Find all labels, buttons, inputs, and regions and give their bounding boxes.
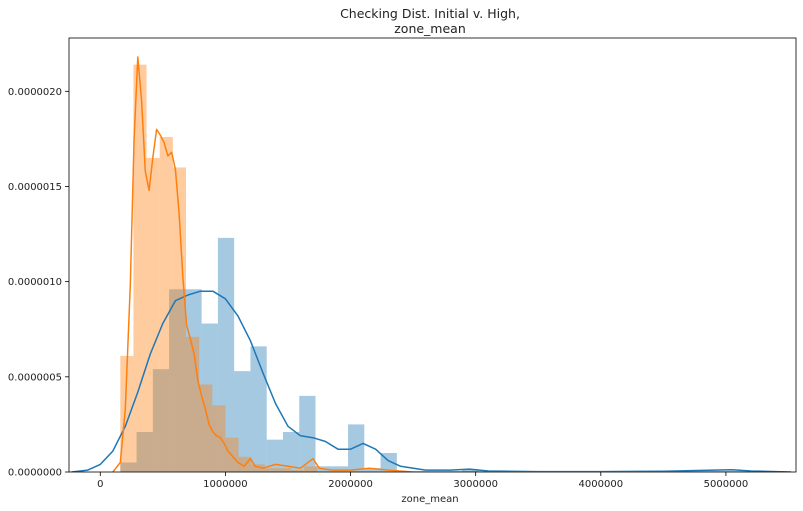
histogram-bar [304,466,318,472]
histogram-bar [266,439,283,472]
y-tick-label: 0.0000015 [8,182,62,193]
histogram-bar [172,167,186,472]
histogram-bar [277,468,292,472]
histogram-bar [461,469,479,472]
axes-frame-rect [68,37,797,473]
x-axis: 0 1000000 2000000 3000000 4000000 5000000 [97,472,748,490]
y-axis: 0.0000000 0.0000005 0.0000010 0.0000015 0.00… [8,87,69,479]
y-tick-label: 0.0000005 [8,372,62,383]
histogram-bar [212,405,226,472]
chart-title-line-1: Checking Dist. Initial v. High, [340,6,520,21]
x-axis-label: zone_mean [401,494,458,505]
chart-title-line-2: zone_mean [394,21,466,36]
histogram-bar [282,432,300,472]
histogram-bar [201,323,218,472]
x-tick-label: 3000000 [453,479,498,490]
x-tick-label: 1000000 [203,479,248,490]
axes-frame [68,37,797,473]
histogram-bar [120,462,137,472]
histogram-bar [159,136,173,472]
histogram-bar [251,464,265,472]
histogram-bar [264,468,278,472]
series-1-bars [120,64,318,472]
histogram-bar [120,355,134,472]
histogram-bar [152,369,170,472]
histogram-bar [250,346,267,472]
histogram-bar [133,64,147,472]
series-1-kde-line [112,56,745,472]
histogram-bar [185,336,200,472]
y-tick-label: 0.0000020 [8,87,62,98]
histogram-bar [291,470,305,472]
x-tick-label: 2000000 [328,479,373,490]
histogram-bar [146,157,160,472]
y-tick-label: 0.0000010 [8,277,62,288]
histogram-bar [299,395,316,472]
histogram-bar [234,371,251,472]
y-tick-label: 0.0000000 [8,468,62,479]
x-tick-label: 0 [97,479,103,490]
histogram-bar [331,466,349,472]
histogram-bar [136,432,153,472]
series-0-bars [120,237,479,472]
x-tick-label: 4000000 [579,479,624,490]
histogram-bar [169,289,186,472]
x-tick-label: 5000000 [704,479,749,490]
histogram-bar [364,468,381,472]
histogram-bar [348,424,365,472]
histogram-bar [199,384,213,472]
plot-area [71,56,792,472]
